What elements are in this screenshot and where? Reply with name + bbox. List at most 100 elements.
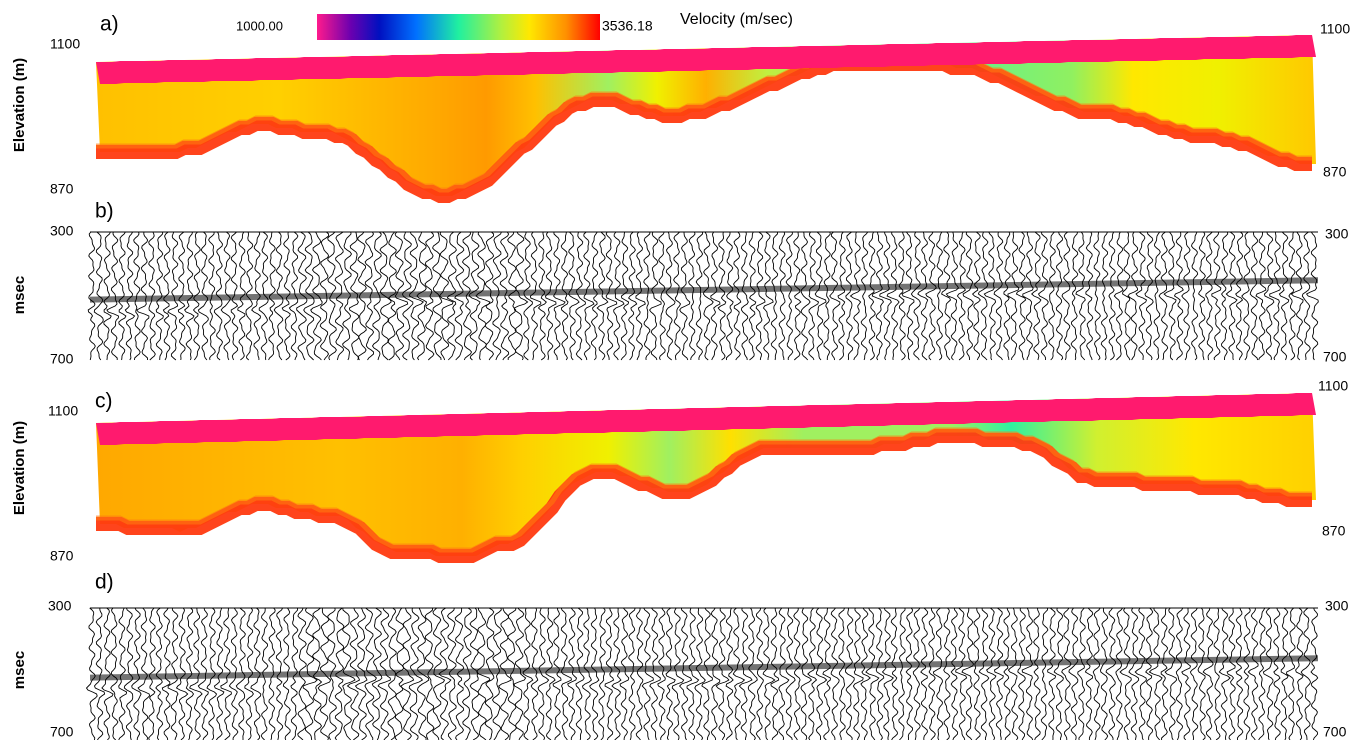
trace <box>890 607 899 741</box>
trace <box>537 232 547 361</box>
trace <box>686 607 700 741</box>
trace <box>523 231 533 361</box>
trace <box>110 607 119 741</box>
left-tick-label: 300 <box>48 598 72 614</box>
trace <box>1040 607 1049 741</box>
trace <box>560 231 569 361</box>
right-tick-label: 1100 <box>1318 378 1348 394</box>
surface-layer <box>96 393 1316 445</box>
trace <box>1007 607 1019 741</box>
left-tick-label: 1100 <box>50 36 80 52</box>
trace <box>901 231 915 361</box>
trace <box>85 607 98 741</box>
trace <box>898 608 906 741</box>
trace <box>1189 607 1199 741</box>
colorbar-title: Velocity (m/sec) <box>680 11 793 28</box>
trace <box>770 231 779 361</box>
left-tick-label: 300 <box>50 223 74 239</box>
trace <box>513 607 527 741</box>
trace <box>886 231 900 361</box>
trace <box>1153 231 1161 361</box>
trace <box>993 231 1004 361</box>
trace <box>1181 608 1192 741</box>
trace <box>581 607 592 741</box>
trace <box>1122 231 1131 361</box>
trace <box>701 607 713 741</box>
trace <box>649 607 661 741</box>
trace <box>738 607 753 741</box>
trace <box>1077 607 1086 741</box>
trace <box>879 231 892 361</box>
trace <box>950 607 959 741</box>
bottom-layer <box>96 429 1312 563</box>
trace <box>1048 231 1056 361</box>
trace <box>1105 607 1117 740</box>
trace <box>641 607 654 741</box>
trace <box>118 231 127 361</box>
trace <box>529 231 542 361</box>
trace <box>678 607 693 741</box>
trace <box>1119 607 1132 741</box>
trace <box>898 231 906 361</box>
seismic-section <box>87 231 1319 361</box>
trace <box>506 607 517 741</box>
trace <box>1273 607 1281 741</box>
trace <box>1007 231 1020 361</box>
right-tick-label: 300 <box>1325 226 1349 242</box>
trace <box>1144 231 1154 361</box>
trace <box>1243 607 1251 741</box>
trace <box>688 231 696 361</box>
trace <box>845 231 854 361</box>
trace <box>1280 607 1289 741</box>
trace <box>1263 231 1275 361</box>
right-tick-label: 870 <box>1322 523 1346 539</box>
trace <box>925 231 937 361</box>
right-tick-label: 300 <box>1325 598 1349 614</box>
trace <box>1127 231 1139 361</box>
trace <box>1100 607 1109 741</box>
trace <box>860 607 871 741</box>
trace <box>755 607 764 741</box>
trace <box>1181 231 1191 361</box>
trace <box>627 231 638 361</box>
trace <box>530 607 539 741</box>
trace <box>837 231 846 361</box>
trace <box>1092 607 1101 741</box>
trace <box>732 607 746 741</box>
trace <box>941 231 952 361</box>
trace <box>658 231 666 361</box>
trace <box>545 607 556 741</box>
trace <box>703 231 714 361</box>
trace <box>1205 231 1214 361</box>
trace <box>928 608 936 741</box>
trace <box>1163 231 1177 361</box>
trace <box>513 231 529 361</box>
trace <box>733 231 742 361</box>
trace <box>1262 607 1274 741</box>
trace <box>590 231 599 361</box>
trace <box>1017 607 1026 741</box>
trace <box>575 231 586 361</box>
trace <box>785 607 796 741</box>
trace <box>1241 231 1251 361</box>
trace <box>1175 607 1184 741</box>
trace <box>920 607 929 741</box>
trace <box>881 607 895 741</box>
trace <box>1247 608 1259 741</box>
trace <box>1220 231 1229 360</box>
trace <box>1197 607 1206 741</box>
trace <box>748 231 757 361</box>
trace <box>822 607 831 741</box>
trace <box>1235 231 1244 361</box>
panel-label: b) <box>95 200 114 223</box>
trace <box>1093 231 1101 361</box>
trace <box>605 231 618 360</box>
trace <box>1113 231 1124 361</box>
trace <box>575 607 585 741</box>
trace <box>778 607 790 741</box>
trace <box>793 231 802 361</box>
trace <box>1135 231 1148 361</box>
trace <box>1145 607 1154 741</box>
trace <box>725 232 734 361</box>
